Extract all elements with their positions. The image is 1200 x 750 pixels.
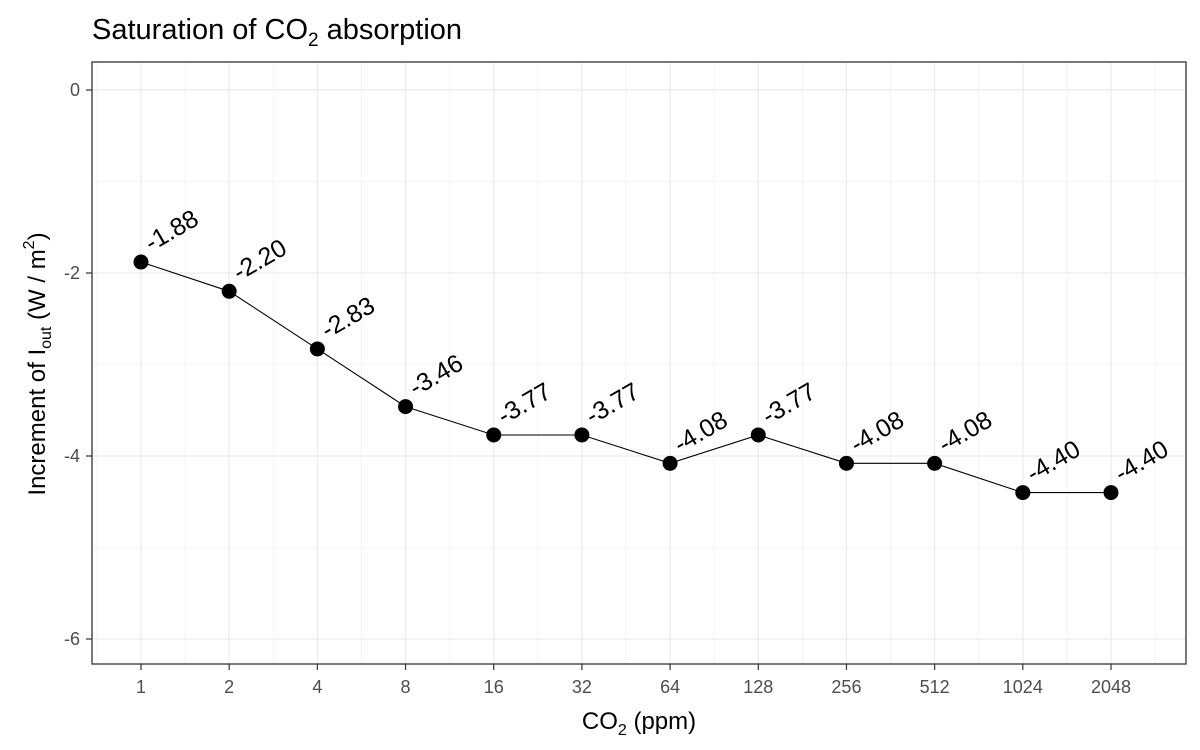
data-label: -4.08 [845,406,908,459]
x-tick-label: 8 [401,677,411,697]
x-tick-label: 2 [224,677,234,697]
major-gridlines [92,62,1186,664]
chart-title-subscript: 2 [308,30,319,51]
data-point [750,427,766,443]
data-label: -4.08 [669,406,732,459]
x-axis-title-subscript: 2 [618,722,627,739]
data-label: -3.77 [757,377,820,430]
data-label: -1.88 [140,204,203,257]
data-point [486,427,502,443]
y-axis-title-superscript: 2 [21,240,38,249]
chart-title-rest: absorption [319,14,463,46]
x-tick-label: 64 [660,677,680,697]
x-tick-label: 512 [920,677,950,697]
x-tick-label: 2048 [1091,677,1131,697]
x-tick-label: 16 [484,677,504,697]
data-label: -3.77 [581,377,644,430]
data-label: -4.08 [934,406,997,459]
x-axis-title-rest: (ppm) [627,708,696,735]
data-label: -4.40 [1022,435,1085,488]
chart-title: Saturation of CO2 absorption [92,14,462,51]
series [133,254,1119,501]
y-axis-title-main: Increment of I [24,349,51,496]
data-label: -4.40 [1110,435,1173,488]
data-point [221,283,237,299]
y-tick-label: -4 [64,446,80,466]
y-axis-title-close: ) [24,232,51,240]
x-axis-title-main: CO [582,708,618,735]
x-tick-label: 1 [136,677,146,697]
data-point [309,341,325,357]
x-tick-label: 32 [572,677,592,697]
data-point [1103,485,1119,501]
y-axis-title-subscript: out [38,326,55,349]
data-label: -3.77 [493,377,556,430]
data-label: -2.20 [228,234,291,287]
x-tick-label: 128 [743,677,773,697]
y-tick-label: -6 [64,629,80,649]
y-axis-title-unit: (W / m [24,249,51,326]
chart-title-main: Saturation of CO [92,14,308,46]
x-axis-title: CO2 (ppm) [582,708,696,739]
x-tick-label: 4 [312,677,322,697]
data-point [398,399,414,415]
axis-ticks [86,89,1112,670]
panel-border [91,61,1187,665]
x-tick-label: 256 [831,677,861,697]
axis-tick-labels: 1 2 4 8 16 32 64 128 256 512 1024 2048 0 -2 -4 -6 [64,80,1131,697]
data-label: -2.83 [316,291,379,344]
data-point [133,254,149,270]
data-point [662,455,678,471]
data-labels: -1.88 -2.20 -2.83 -3.46 -3.77 -3.77 -4.08 -3.77… [140,204,1173,487]
data-point [838,455,854,471]
series-line [140,261,1111,494]
y-tick-label: -2 [64,263,80,283]
data-label: -3.46 [405,349,468,402]
data-point [574,427,590,443]
minor-gridlines [92,62,1186,664]
x-tick-label: 1024 [1003,677,1043,697]
y-tick-label: 0 [70,80,80,100]
data-point [927,455,943,471]
data-point [1015,485,1031,501]
y-axis-title: Increment of Iout (W / m2) [21,232,55,495]
